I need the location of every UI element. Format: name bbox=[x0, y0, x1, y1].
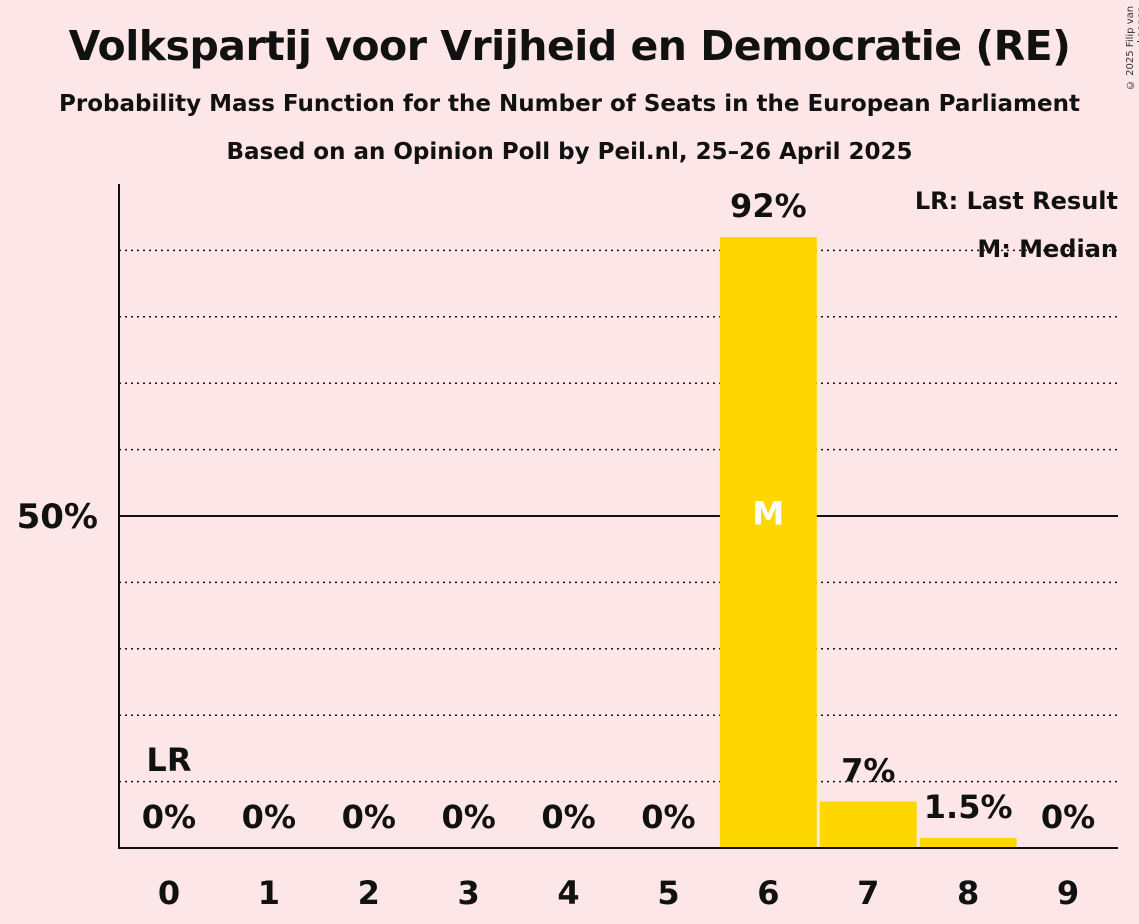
value-label-seat-4: 0% bbox=[541, 798, 595, 836]
bars bbox=[719, 237, 1017, 848]
median-marker: M bbox=[752, 495, 784, 533]
x-tick-label-5: 5 bbox=[657, 874, 679, 912]
value-label-seat-2: 0% bbox=[342, 798, 396, 836]
gridlines bbox=[119, 249, 1118, 783]
value-label-seat-5: 0% bbox=[641, 798, 695, 836]
value-label-seat-9: 0% bbox=[1041, 798, 1095, 836]
last-result-marker: LR bbox=[146, 741, 191, 779]
chart-subtitle: Probability Mass Function for the Number… bbox=[59, 91, 1080, 117]
value-labels: 0% 0% 0% 0% 0% 0% 92% 7% 1.5% 0% M LR bbox=[142, 187, 1095, 836]
value-label-seat-3: 0% bbox=[441, 798, 495, 836]
value-label-seat-7: 7% bbox=[841, 752, 895, 790]
x-tick-label-8: 8 bbox=[957, 874, 979, 912]
x-tick-label-4: 4 bbox=[557, 874, 579, 912]
x-tick-label-0: 0 bbox=[158, 874, 180, 912]
y-tick-label: 50% bbox=[17, 497, 98, 537]
axes: 50% 0 1 2 3 4 5 6 7 8 9 bbox=[17, 184, 1118, 912]
value-label-seat-6: 92% bbox=[730, 187, 807, 225]
x-tick-label-6: 6 bbox=[757, 874, 779, 912]
value-label-seat-1: 0% bbox=[242, 798, 296, 836]
x-tick-label-7: 7 bbox=[857, 874, 879, 912]
x-tick-label-2: 2 bbox=[358, 874, 380, 912]
bar-seat-8 bbox=[919, 838, 1017, 848]
x-tick-label-3: 3 bbox=[458, 874, 480, 912]
x-tick-label-1: 1 bbox=[258, 874, 280, 912]
value-label-seat-0: 0% bbox=[142, 798, 196, 836]
x-tick-label-9: 9 bbox=[1057, 874, 1079, 912]
legend-median: M: Median bbox=[977, 235, 1118, 263]
chart-source: Based on an Opinion Poll by Peil.nl, 25–… bbox=[226, 139, 913, 165]
chart-title: Volkspartij voor Vrijheid en Democratie … bbox=[68, 22, 1071, 70]
legend-last-result: LR: Last Result bbox=[915, 187, 1118, 215]
bar-seat-7 bbox=[819, 801, 917, 848]
bar-seat-6 bbox=[719, 237, 817, 848]
value-label-seat-8: 1.5% bbox=[924, 788, 1013, 826]
